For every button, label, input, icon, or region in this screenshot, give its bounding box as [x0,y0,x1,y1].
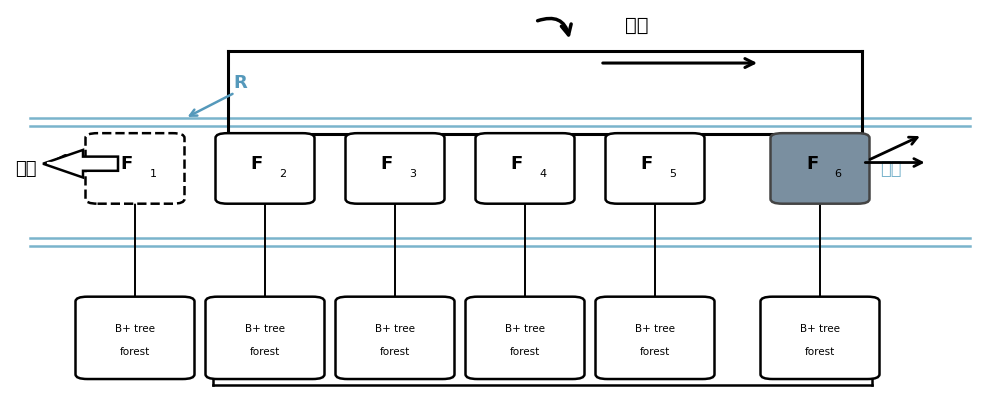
Text: 1: 1 [150,169,156,179]
FancyBboxPatch shape [216,133,314,204]
FancyBboxPatch shape [761,297,880,379]
Text: F: F [641,156,653,173]
Text: B+ tree: B+ tree [375,324,415,334]
FancyBboxPatch shape [346,133,444,204]
FancyBboxPatch shape [206,297,324,379]
Text: forest: forest [380,348,410,357]
Text: forest: forest [640,348,670,357]
Text: 2: 2 [279,169,287,179]
FancyBboxPatch shape [596,297,714,379]
Text: forest: forest [510,348,540,357]
Text: 5: 5 [670,169,676,179]
Text: forest: forest [250,348,280,357]
FancyBboxPatch shape [336,297,454,379]
FancyBboxPatch shape [770,133,869,204]
Text: B+ tree: B+ tree [800,324,840,334]
FancyBboxPatch shape [466,297,584,379]
Text: 4: 4 [539,169,547,179]
FancyBboxPatch shape [76,297,194,379]
FancyBboxPatch shape [86,133,184,204]
Text: 窗口: 窗口 [625,16,648,35]
Text: B+ tree: B+ tree [505,324,545,334]
FancyBboxPatch shape [606,133,704,204]
Text: B+ tree: B+ tree [245,324,285,334]
Text: F: F [251,156,263,173]
Text: B+ tree: B+ tree [635,324,675,334]
Text: F: F [121,156,133,173]
Text: F: F [511,156,523,173]
Polygon shape [43,150,118,178]
Text: 过期: 过期 [15,160,36,178]
Text: 3: 3 [410,169,417,179]
Text: R: R [233,74,247,92]
Text: 活跃: 活跃 [880,160,902,178]
Text: F: F [806,156,818,173]
Text: F: F [381,156,393,173]
Text: forest: forest [120,348,150,357]
Text: 6: 6 [834,169,842,179]
Text: forest: forest [805,348,835,357]
FancyBboxPatch shape [476,133,574,204]
Text: B+ tree: B+ tree [115,324,155,334]
